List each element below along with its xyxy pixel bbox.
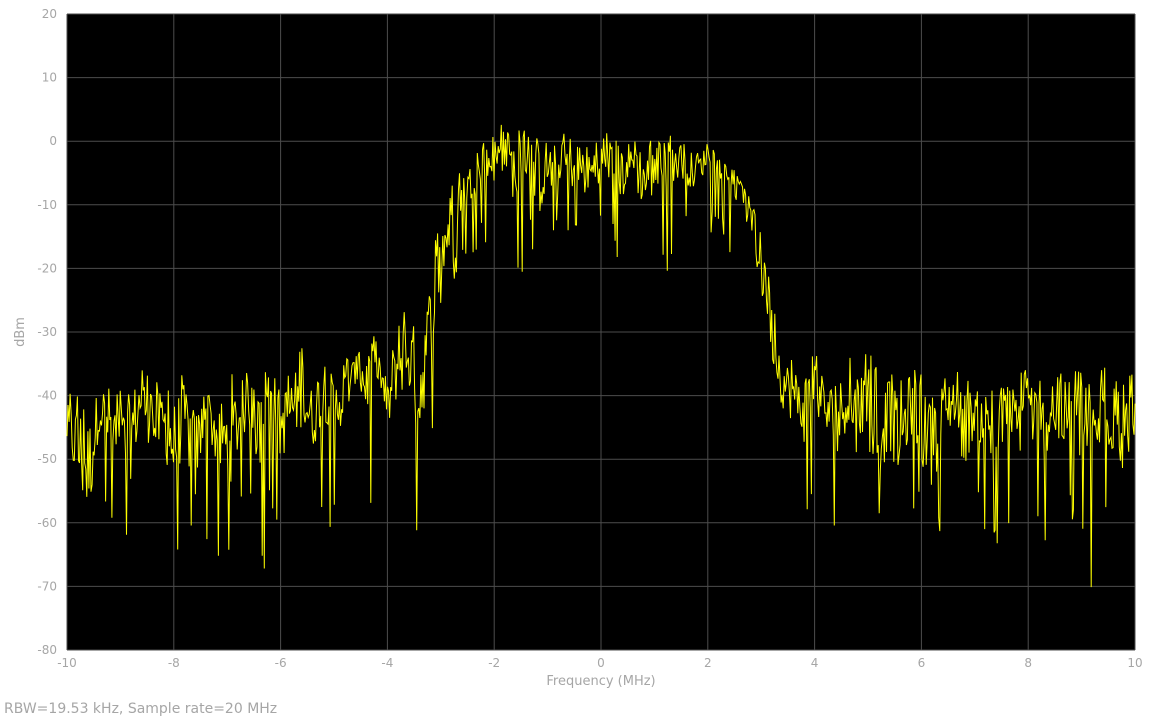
y-axis-label: dBm — [13, 317, 28, 347]
y-tick-label: 0 — [49, 134, 57, 148]
y-tick-label: -50 — [37, 452, 57, 466]
x-tick-label: 0 — [597, 656, 605, 670]
y-tick-label: 20 — [42, 7, 57, 21]
y-tick-label: 10 — [42, 71, 57, 85]
x-tick-label: 2 — [704, 656, 712, 670]
y-tick-label: -20 — [37, 261, 57, 275]
rbw-sample-rate-note: RBW=19.53 kHz, Sample rate=20 MHz — [4, 701, 278, 717]
x-tick-label: 10 — [1127, 656, 1142, 670]
x-tick-label: -4 — [381, 656, 393, 670]
x-tick-label: -6 — [275, 656, 287, 670]
tick-labels: -10 -8 -6 -4 -2 0 2 4 6 8 1020100-10-20-30-40-50-6… — [37, 7, 1142, 670]
x-tick-label: -2 — [488, 656, 500, 670]
x-tick-label: -10 — [57, 656, 77, 670]
x-tick-label: 4 — [811, 656, 819, 670]
y-tick-label: -80 — [37, 643, 57, 657]
x-tick-label: 8 — [1024, 656, 1032, 670]
series-layer — [66, 124, 1136, 588]
y-tick-label: -70 — [37, 579, 57, 593]
x-tick-label: 6 — [918, 656, 926, 670]
y-tick-label: -60 — [37, 516, 57, 530]
y-tick-label: -40 — [37, 389, 57, 403]
y-tick-label: -30 — [37, 325, 57, 339]
spectrum-trace — [66, 124, 1136, 588]
x-axis-label: Frequency (MHz) — [546, 674, 655, 689]
y-tick-label: -10 — [37, 198, 57, 212]
x-tick-label: -8 — [168, 656, 180, 670]
